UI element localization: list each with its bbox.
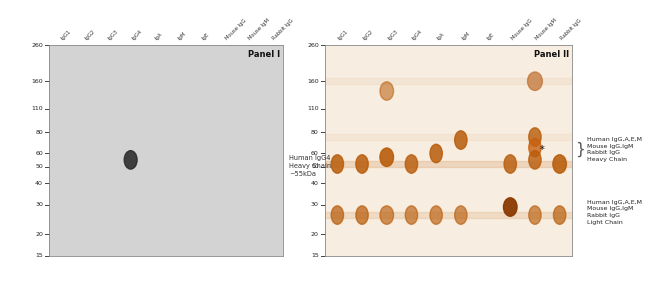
Ellipse shape [332, 155, 344, 173]
Ellipse shape [455, 206, 467, 224]
Text: IgM: IgM [461, 31, 471, 41]
Text: IgM: IgM [177, 31, 188, 41]
Text: Mouse IgG: Mouse IgG [224, 18, 247, 41]
Text: Panel II: Panel II [534, 50, 569, 59]
Text: 50: 50 [311, 164, 318, 169]
Text: }: } [575, 142, 585, 157]
Ellipse shape [380, 82, 393, 100]
Text: Mouse IgM: Mouse IgM [248, 18, 271, 41]
Text: IgG3: IgG3 [387, 29, 399, 41]
Text: IgE: IgE [486, 32, 495, 41]
Bar [325, 161, 572, 167]
Text: 20: 20 [35, 232, 43, 237]
Ellipse shape [504, 155, 516, 173]
Text: 160: 160 [31, 79, 43, 84]
Text: Human IgG,A,E,M
Mouse IgG,IgM
Rabbit IgG
Heavy Chain: Human IgG,A,E,M Mouse IgG,IgM Rabbit IgG… [587, 137, 642, 162]
Text: IgG4: IgG4 [131, 29, 143, 41]
Text: 30: 30 [311, 202, 318, 207]
Ellipse shape [380, 206, 393, 224]
Ellipse shape [553, 155, 566, 173]
Ellipse shape [124, 151, 137, 169]
Text: Human IgG,A,E,M
Mouse IgG,IgM
Rabbit IgG
Light Chain: Human IgG,A,E,M Mouse IgG,IgM Rabbit IgG… [587, 200, 642, 225]
Ellipse shape [504, 198, 517, 216]
Bar [325, 134, 572, 140]
Text: 110: 110 [307, 106, 318, 111]
Ellipse shape [380, 148, 393, 166]
Ellipse shape [529, 138, 541, 157]
Ellipse shape [406, 155, 418, 173]
Text: Mouse IgM: Mouse IgM [535, 18, 558, 41]
Ellipse shape [528, 72, 542, 90]
Ellipse shape [406, 206, 418, 224]
Ellipse shape [332, 206, 344, 224]
Text: IgG3: IgG3 [107, 29, 120, 41]
Text: 110: 110 [31, 106, 43, 111]
Text: IgA: IgA [154, 32, 164, 41]
Ellipse shape [529, 151, 541, 169]
Text: 15: 15 [311, 253, 318, 258]
Text: 15: 15 [35, 253, 43, 258]
Ellipse shape [356, 155, 368, 173]
Text: Mouse IgG: Mouse IgG [510, 18, 533, 41]
Text: 50: 50 [35, 164, 43, 169]
Ellipse shape [529, 128, 541, 146]
Text: IgG2: IgG2 [362, 29, 374, 41]
Text: *: * [540, 145, 545, 155]
Text: 40: 40 [311, 181, 318, 186]
Text: 160: 160 [307, 79, 318, 84]
Text: IgG2: IgG2 [84, 29, 96, 41]
Ellipse shape [554, 206, 566, 224]
Text: Rabbit IgG: Rabbit IgG [560, 18, 582, 41]
Ellipse shape [529, 206, 541, 224]
Ellipse shape [430, 144, 442, 163]
Text: 60: 60 [35, 151, 43, 156]
Bar [325, 212, 572, 218]
Text: Rabbit IgG: Rabbit IgG [271, 18, 294, 41]
Text: Human IgG4
Heavy Chain
~55kDa: Human IgG4 Heavy Chain ~55kDa [289, 154, 332, 177]
Text: IgE: IgE [201, 32, 210, 41]
Text: Panel I: Panel I [248, 50, 280, 59]
Text: 260: 260 [31, 43, 43, 48]
Text: 20: 20 [311, 232, 318, 237]
Text: 80: 80 [35, 130, 43, 135]
Text: 260: 260 [307, 43, 318, 48]
Text: 60: 60 [311, 151, 318, 156]
Text: 40: 40 [35, 181, 43, 186]
Text: 80: 80 [311, 130, 318, 135]
Text: IgA: IgA [436, 32, 446, 41]
Text: IgG4: IgG4 [411, 29, 424, 41]
Bar [325, 78, 572, 84]
Ellipse shape [455, 131, 467, 149]
Text: 30: 30 [35, 202, 43, 207]
Text: IgG1: IgG1 [337, 29, 350, 41]
Ellipse shape [430, 206, 442, 224]
Ellipse shape [356, 206, 368, 224]
Text: IgG1: IgG1 [60, 29, 73, 41]
